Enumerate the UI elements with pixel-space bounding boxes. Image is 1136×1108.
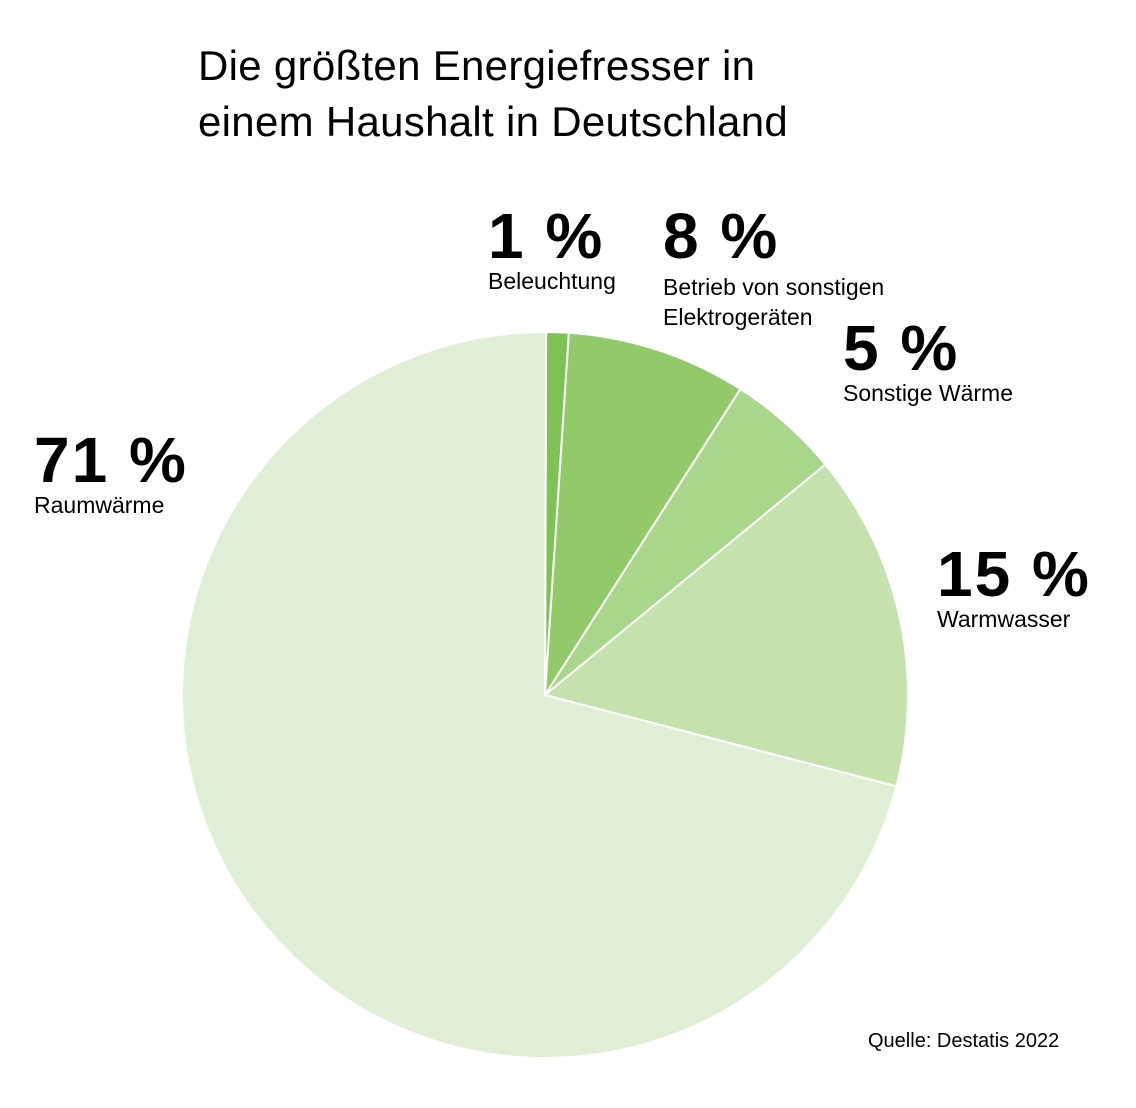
- category-label-beleuchtung: Beleuchtung: [488, 268, 616, 294]
- value-label-elektrogeraete: 8 %: [663, 200, 780, 272]
- label-elektrogeraete: 8 % Betrieb von sonstigen Elektrogeräten: [663, 200, 885, 332]
- chart-title: Die größten Energiefresser in einem Haus…: [198, 38, 958, 150]
- chart-title-line-1: Die größten Energiefresser in: [198, 42, 756, 89]
- value-label-raumwaerme: 71 %: [34, 424, 188, 496]
- chart-title-line-2: einem Haushalt in Deutschland: [198, 98, 789, 145]
- value-label-warmwasser: 15 %: [937, 538, 1091, 610]
- pie-slice-raumwaerme: [180, 330, 898, 1059]
- category-label-warmwasser: Warmwasser: [937, 606, 1071, 632]
- category-label-sonstige-waerme: Sonstige Wärme: [843, 380, 1014, 406]
- pie-slice-warmwasser: [544, 463, 909, 788]
- label-warmwasser: 15 % Warmwasser: [937, 538, 1091, 634]
- value-label-beleuchtung: 1 %: [488, 200, 605, 272]
- pie-slice-betrieb: [544, 331, 742, 696]
- label-beleuchtung: 1 % Beleuchtung: [488, 200, 616, 296]
- label-raumwaerme: 71 % Raumwärme: [34, 424, 188, 520]
- category-label-raumwaerme: Raumwärme: [34, 492, 165, 518]
- category-label-elektrogeraete: Betrieb von sonstigen Elektrogeräten: [663, 274, 885, 330]
- label-sonstige-waerme: 5 % Sonstige Wärme: [843, 312, 1014, 408]
- value-label-sonstige-waerme: 5 %: [843, 312, 960, 384]
- source-note: Quelle: Destatis 2022: [868, 1030, 1060, 1052]
